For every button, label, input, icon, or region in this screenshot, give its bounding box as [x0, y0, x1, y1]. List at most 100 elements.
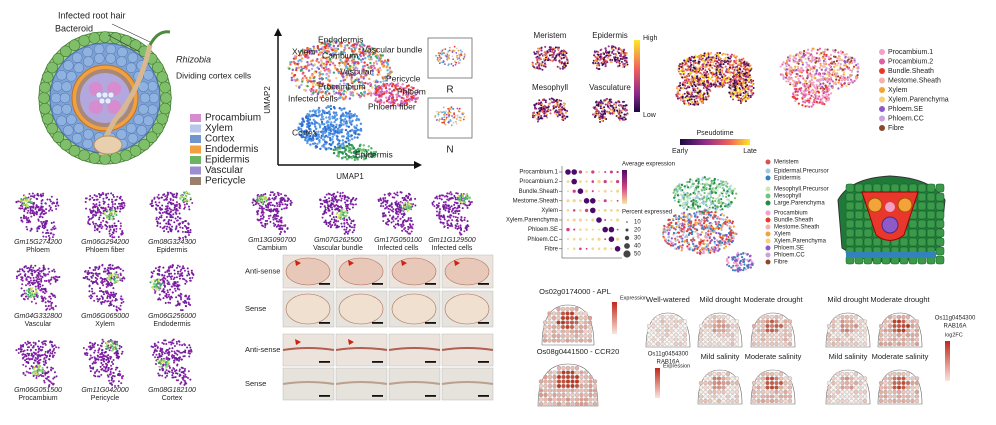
- cell-dot: [85, 348, 88, 351]
- cell-dot: [115, 366, 118, 369]
- cell-dot: [27, 266, 30, 269]
- cell-dot: [169, 198, 172, 201]
- cell-dot: [269, 220, 272, 223]
- cell-dot: [116, 343, 119, 346]
- cell-dot: [359, 129, 363, 132]
- cell-dot: [171, 354, 174, 357]
- cell-dot: [330, 218, 333, 221]
- cell-dot: [96, 300, 99, 303]
- cell-dot: [388, 204, 391, 207]
- cell-dot: [107, 369, 110, 372]
- cell-dot: [387, 223, 390, 226]
- cell-dot: [189, 346, 192, 349]
- cell-dot: [316, 81, 319, 85]
- cell-dot: [355, 53, 358, 57]
- label: Phloem: [397, 86, 426, 96]
- cell-dot: [34, 281, 37, 284]
- cell-dot: [348, 218, 351, 221]
- cell-dot: [49, 297, 52, 300]
- cell-dot: [109, 206, 112, 209]
- cell-dot: [113, 222, 116, 225]
- cell-dot: [327, 110, 331, 113]
- cell-dot: [168, 272, 171, 275]
- cell-dot: [163, 274, 166, 277]
- cell-dot: [397, 201, 400, 204]
- cell-dot: [175, 369, 178, 372]
- cell-dot: [335, 76, 338, 80]
- cell-dot: [344, 128, 348, 132]
- cell-dot: [399, 191, 402, 194]
- cell-dot: [450, 214, 453, 217]
- cell-dot: [48, 209, 51, 212]
- cell-dot: [281, 227, 284, 230]
- cell-dot: [184, 282, 187, 285]
- cell-dot: [353, 113, 357, 116]
- cell-dot: [179, 197, 182, 200]
- cell-dot: [184, 382, 187, 385]
- cell-dot: [37, 273, 40, 276]
- cell-dot: [113, 229, 116, 232]
- cell-dot: [19, 346, 22, 349]
- cell-dot: [447, 223, 450, 226]
- cell-cloud: [41, 220, 57, 241]
- cell-dot: [180, 381, 183, 384]
- cell-dot: [350, 147, 353, 151]
- cell-dot: [93, 356, 96, 359]
- cell-dot: [165, 293, 168, 296]
- cell-dot: [452, 49, 455, 52]
- cell-dot: [374, 87, 378, 91]
- cell-dot: [366, 82, 370, 86]
- cell-dot: [165, 208, 168, 211]
- cell-dot: [388, 75, 392, 79]
- cell-dot: [448, 192, 451, 195]
- label: Epidermis: [156, 247, 188, 254]
- cell-dot: [340, 87, 343, 91]
- cell-dot: [271, 216, 274, 219]
- cell-dot: [170, 343, 173, 346]
- cell-dot: [334, 223, 337, 226]
- cell-dot: [444, 48, 447, 51]
- cell-dot: [20, 287, 23, 290]
- cell-dot: [459, 59, 462, 62]
- cell-dot: [340, 208, 343, 211]
- cell-dot: [337, 198, 340, 201]
- cell-dot: [442, 201, 445, 204]
- cell-dot: [190, 348, 193, 351]
- cell-dot: [391, 83, 395, 86]
- cell-dot: [42, 375, 45, 378]
- cell-dot: [15, 275, 18, 278]
- cell-dot: [176, 304, 179, 307]
- cell-dot: [335, 49, 338, 53]
- cell-dot: [454, 210, 457, 213]
- cell-dot: [176, 272, 179, 275]
- cell-dot: [108, 360, 111, 363]
- cell-dot: [438, 194, 441, 197]
- cell-dot: [458, 110, 461, 113]
- cell-dot: [404, 206, 407, 209]
- cell-dot: [345, 60, 348, 63]
- cell-dot: [462, 57, 465, 60]
- cell-dot: [99, 287, 102, 290]
- cell-dot: [178, 265, 181, 268]
- cell-dot: [329, 138, 332, 142]
- cell-dot: [323, 210, 326, 213]
- cell-dot: [168, 347, 171, 350]
- cell-dot: [252, 198, 255, 201]
- cell-dot: [435, 203, 438, 206]
- cell-dot: [43, 357, 46, 360]
- cell-dot: [157, 193, 160, 196]
- label: Gm11G042000: [81, 387, 128, 394]
- cell-cloud: [40, 292, 57, 311]
- cell-dot: [93, 194, 96, 197]
- cell-dot: [356, 117, 359, 120]
- cell-dot: [19, 350, 22, 353]
- cell-dot: [347, 223, 350, 226]
- cell-dot: [329, 104, 333, 108]
- cell-dot: [349, 72, 352, 76]
- cell-dot: [275, 210, 278, 213]
- cell-dot: [36, 211, 39, 214]
- cell-dot: [173, 344, 176, 347]
- cell-dot: [19, 207, 22, 210]
- cell-dot: [37, 351, 40, 354]
- cell-dot: [21, 279, 24, 282]
